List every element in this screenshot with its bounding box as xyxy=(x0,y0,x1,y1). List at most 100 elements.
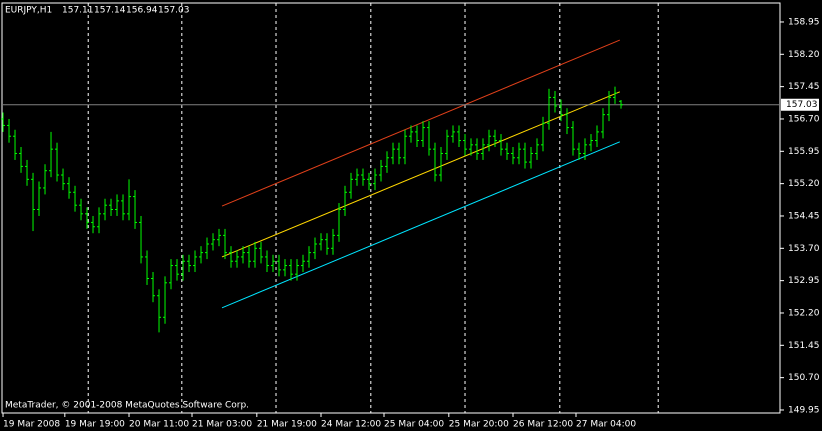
y-tick-label: 153.70 xyxy=(788,244,820,254)
ohlc-bar xyxy=(127,179,132,221)
ohlc-bar xyxy=(421,121,426,147)
header-high: 157.14 xyxy=(94,6,126,16)
ohlc-bar xyxy=(355,168,360,186)
ohlc-bar xyxy=(187,254,192,273)
ohlc-bar xyxy=(205,237,210,260)
plot-frame xyxy=(1,2,781,414)
ohlc-bar xyxy=(451,125,456,143)
ohlc-bar xyxy=(49,131,54,178)
ohlc-bar xyxy=(541,116,546,152)
y-tick-label: 149.95 xyxy=(788,405,820,415)
regression-channel-line xyxy=(221,39,620,207)
ohlc-bar xyxy=(511,146,516,165)
ohlc-bar xyxy=(535,138,540,160)
ohlc-bar xyxy=(433,142,438,182)
y-tick-label: 158.20 xyxy=(788,50,820,60)
ohlc-bar xyxy=(73,185,78,212)
x-tick-label: 25 Mar 20:00 xyxy=(449,420,509,430)
current-price-box xyxy=(781,98,819,111)
x-tick-label: 19 Mar 2008 xyxy=(3,420,60,430)
regression-channel-line xyxy=(221,91,620,258)
ohlc-bar xyxy=(505,142,510,160)
ohlc-bar xyxy=(565,108,570,135)
ohlc-bar xyxy=(499,134,504,156)
ohlc-bar xyxy=(253,241,258,268)
ohlc-bar xyxy=(367,172,372,191)
ohlc-bar xyxy=(247,246,252,268)
ohlc-bar xyxy=(559,99,564,122)
ohlc-bar xyxy=(145,250,150,285)
header-low: 156.94 xyxy=(126,6,158,16)
ohlc-bar xyxy=(211,233,216,251)
ohlc-bar xyxy=(343,185,348,216)
header-open: 157.11 xyxy=(62,6,94,16)
ohlc-bar xyxy=(613,86,618,104)
ohlc-bar xyxy=(577,142,582,160)
ohlc-bar xyxy=(217,228,222,247)
ohlc-bar xyxy=(37,181,42,216)
ohlc-bar xyxy=(61,168,66,191)
ohlc-bar xyxy=(607,90,612,122)
ohlc-bar xyxy=(445,129,450,160)
ohlc-bar xyxy=(13,129,18,160)
ohlc-bar xyxy=(115,194,120,216)
ohlc-bar xyxy=(409,125,414,143)
x-tick-label: 24 Mar 12:00 xyxy=(321,420,381,430)
ohlc-bar xyxy=(301,254,306,273)
ohlc-bar xyxy=(139,215,144,264)
ohlc-bar xyxy=(595,125,600,147)
ohlc-bar xyxy=(337,203,342,242)
x-tick-label: 27 Mar 04:00 xyxy=(576,420,636,430)
chart-title: EURJPY,H1 xyxy=(5,6,52,16)
ohlc-bar xyxy=(97,207,102,234)
ohlc-bar xyxy=(181,254,186,281)
ohlc-bar xyxy=(103,198,108,221)
ohlc-bar xyxy=(79,198,84,221)
y-tick-label: 152.20 xyxy=(788,308,820,318)
x-tick-label: 25 Mar 04:00 xyxy=(384,420,444,430)
ohlc-bar xyxy=(553,90,558,113)
ohlc-bar xyxy=(295,259,300,281)
ohlc-bar xyxy=(277,254,282,277)
ohlc-bar xyxy=(55,142,60,182)
ohlc-bar xyxy=(85,207,90,229)
ohlc-bar xyxy=(67,177,72,199)
ohlc-bar xyxy=(475,138,480,160)
ohlc-bar xyxy=(547,88,552,130)
ohlc-bar xyxy=(457,125,462,147)
y-tick-label: 154.45 xyxy=(788,211,820,221)
ohlc-bar xyxy=(373,168,378,191)
ohlc-bar xyxy=(175,259,180,281)
ohlc-bar xyxy=(121,194,126,221)
ohlc-bar xyxy=(583,138,588,160)
ohlc-bar xyxy=(271,254,276,273)
x-tick-label: 19 Mar 19:00 xyxy=(65,420,125,430)
ohlc-bar xyxy=(469,138,474,156)
ohlc-bar xyxy=(235,250,240,268)
ohlc-bar xyxy=(19,146,24,173)
ohlc-bar xyxy=(481,138,486,160)
ohlc-bar xyxy=(31,172,36,232)
ohlc-bar xyxy=(259,241,264,264)
y-tick-label: 155.95 xyxy=(788,147,820,157)
ohlc-bar xyxy=(1,112,6,132)
ohlc-bar xyxy=(439,146,444,182)
y-tick-label: 150.70 xyxy=(788,373,820,383)
ohlc-bar xyxy=(313,237,318,260)
ohlc-bar xyxy=(319,233,324,251)
ohlc-bar xyxy=(133,190,138,229)
ohlc-bar xyxy=(151,272,156,303)
ohlc-bar xyxy=(403,129,408,165)
ohlc-bar xyxy=(397,142,402,165)
x-tick-label: 21 Mar 03:00 xyxy=(192,420,252,430)
ohlc-bar xyxy=(7,118,12,143)
ohlc-bar xyxy=(493,129,498,147)
ohlc-bar xyxy=(415,125,420,147)
ohlc-bar xyxy=(229,246,234,268)
ohlc-bar xyxy=(601,108,606,139)
ohlc-bar xyxy=(199,246,204,264)
ohlc-bar xyxy=(361,168,366,186)
